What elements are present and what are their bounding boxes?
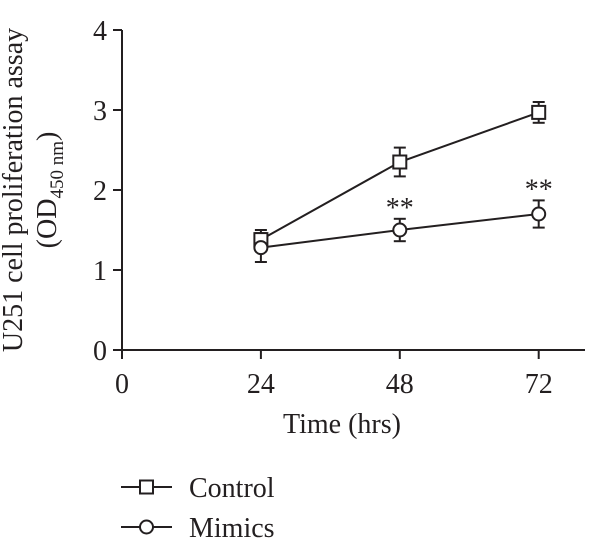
legend-label: Control bbox=[189, 473, 275, 504]
legend: Control Mimics bbox=[121, 473, 275, 544]
significance-label: ** bbox=[525, 174, 553, 205]
significance-label: ** bbox=[386, 193, 414, 224]
y-tick-label: 1 bbox=[93, 256, 107, 287]
data-point bbox=[392, 154, 408, 170]
y-axis-label-line2: (OD450 nm) bbox=[32, 132, 68, 249]
x-axis-label: Time (hrs) bbox=[283, 409, 401, 440]
legend-marker bbox=[139, 519, 154, 535]
y-tick-label: 0 bbox=[93, 336, 107, 367]
y-tick-label: 3 bbox=[93, 96, 107, 127]
axes: 0 1 2 3 4 0 24 48 72 bbox=[93, 16, 585, 400]
x-tick-label: 24 bbox=[247, 369, 275, 400]
legend-marker bbox=[139, 479, 154, 495]
markers-mimics bbox=[253, 206, 547, 256]
data-point bbox=[253, 240, 269, 256]
x-tick-label: 48 bbox=[386, 369, 414, 400]
series-layer: ** ** bbox=[253, 101, 553, 263]
x-tick-label: 72 bbox=[525, 369, 553, 400]
x-tick-label: 0 bbox=[115, 369, 129, 400]
data-point bbox=[392, 222, 408, 238]
legend-item-mimics: Mimics bbox=[121, 513, 275, 544]
data-point bbox=[531, 104, 547, 120]
y-tick-label: 4 bbox=[93, 16, 107, 47]
y-axis-label-line1: U251 cell proliferation assay bbox=[0, 28, 29, 352]
y-axis-label: U251 cell proliferation assay (OD450 nm) bbox=[0, 28, 68, 352]
legend-label: Mimics bbox=[189, 513, 275, 544]
data-point bbox=[531, 206, 547, 222]
legend-item-control: Control bbox=[121, 473, 275, 504]
y-tick-label: 2 bbox=[93, 176, 107, 207]
